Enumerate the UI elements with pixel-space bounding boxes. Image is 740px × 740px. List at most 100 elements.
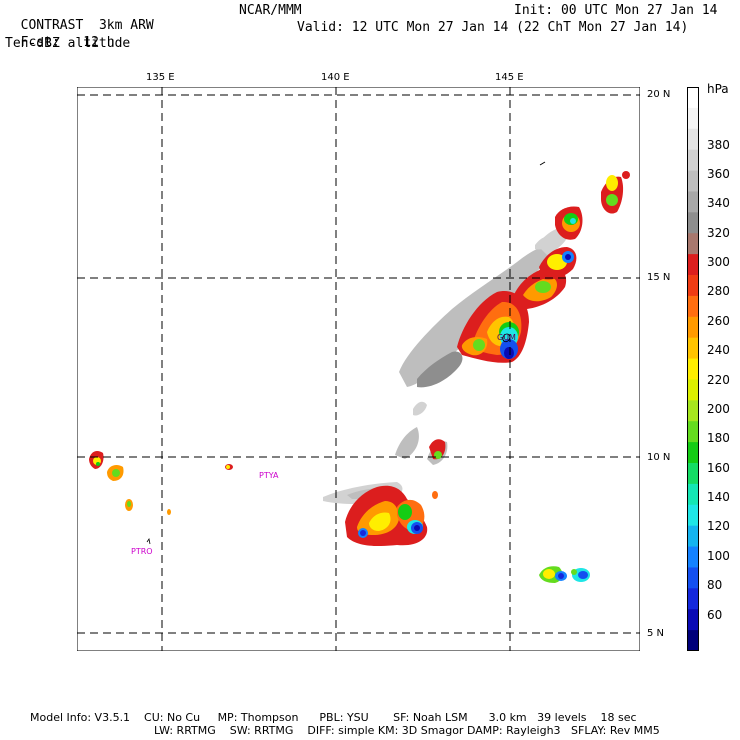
- cell-w3-green: [127, 501, 131, 507]
- center-name: NCAR/MMM: [239, 3, 302, 18]
- colorbar-label-100: 100: [707, 548, 730, 563]
- footer-model-info: Model Info: V3.5.1 CU: No Cu MP: Thompso…: [30, 711, 637, 724]
- grey-patch-mid2: [413, 401, 427, 416]
- colorbar-swatch: [687, 442, 699, 464]
- colorbar-swatch: [687, 609, 699, 631]
- colorbar-swatch: [687, 567, 699, 589]
- lon-label-140: 140 E: [321, 72, 350, 83]
- cell-w5-yellow: [226, 465, 230, 469]
- fcst-value: 12 h: [83, 35, 115, 50]
- cell-nm4-top: [622, 171, 630, 179]
- lon-label-145: 145 E: [495, 72, 524, 83]
- cell-se2-green: [571, 569, 577, 575]
- model-name: 3km ARW: [98, 18, 154, 33]
- cell-nm-marker: [539, 161, 546, 166]
- colorbar-label-340: 340: [707, 196, 730, 211]
- colorbar-swatch: [687, 316, 699, 339]
- cell-mid-green: [434, 451, 442, 459]
- colorbar-label-160: 160: [707, 460, 730, 475]
- colorbar-swatch: [687, 483, 699, 506]
- cell-w4: [167, 509, 171, 515]
- storm-north-marianas: [513, 161, 630, 309]
- colorbar-label-260: 260: [707, 313, 730, 328]
- colorbar-label-240: 240: [707, 343, 730, 358]
- lat-label-15: 15 N: [647, 272, 671, 283]
- station-label-ptya: PTYA: [259, 471, 279, 480]
- cell-south-darkblue: [414, 525, 420, 531]
- cell-w1-green: [96, 462, 100, 466]
- footer-physics-info: LW: RRTMG SW: RRTMG DIFF: simple KM: 3D …: [154, 724, 660, 737]
- colorbar-swatch: [687, 421, 699, 443]
- colorbar-swatch: [687, 379, 699, 401]
- colorbar-swatch: [687, 546, 699, 568]
- colorbar-label-360: 360: [707, 166, 730, 181]
- cell-nm2-yellow: [547, 254, 567, 270]
- colorbar-swatch: [687, 588, 699, 610]
- cell-mid-small: [432, 491, 438, 499]
- colorbar-label-60: 60: [707, 607, 723, 622]
- colorbar-swatch: [687, 254, 699, 276]
- colorbar-swatch: [687, 212, 699, 234]
- cell-w2-green: [112, 469, 120, 477]
- field-name: Ten-dBZ altitude: [5, 36, 131, 51]
- colorbar: [687, 87, 699, 651]
- cell-guam-darkblue: [504, 347, 514, 359]
- lat-label-10: 10 N: [647, 452, 671, 463]
- colorbar-label-80: 80: [707, 578, 723, 593]
- cell-nm1-green: [535, 281, 551, 293]
- colorbar-swatch: [687, 191, 699, 213]
- colorbar-swatch: [687, 358, 699, 380]
- colorbar-swatch: [687, 337, 699, 360]
- station-label-ptro: PTRO: [131, 547, 153, 556]
- colorbar-label-320: 320: [707, 225, 730, 240]
- storm-guam-cluster: [457, 291, 529, 363]
- cell-se1-yellow: [543, 569, 555, 579]
- radar-map: [77, 87, 640, 651]
- experiment-title: CONTRAST 3km ARW: [5, 3, 154, 33]
- cell-nm2-darkblue: [565, 254, 571, 260]
- experiment-name: CONTRAST: [20, 18, 84, 33]
- colorbar-border: [687, 87, 699, 651]
- colorbar-label-200: 200: [707, 401, 730, 416]
- grey-patch-mid: [395, 427, 419, 459]
- colorbar-swatch: [687, 463, 699, 485]
- lat-label-5: 5 N: [647, 628, 665, 639]
- colorbar-swatch: [687, 525, 699, 548]
- colorbar-swatch: [687, 630, 699, 651]
- lat-label-20: 20 N: [647, 89, 671, 100]
- cell-south-darkblue-west: [360, 530, 366, 536]
- init-time: Init: 00 UTC Mon 27 Jan 14: [514, 3, 718, 18]
- valid-time: Valid: 12 UTC Mon 27 Jan 14 (22 ChT Mon …: [297, 20, 689, 35]
- colorbar-swatch: [687, 87, 699, 109]
- colorbar-swatch: [687, 275, 699, 297]
- cell-se2-blue: [578, 571, 588, 579]
- cell-guam-west-green: [473, 339, 485, 351]
- cell-nm4-yellow: [606, 175, 618, 191]
- station-label-gum: GUM: [497, 333, 516, 342]
- storm-south-cluster: [345, 485, 428, 547]
- lon-label-135: 135 E: [146, 72, 175, 83]
- colorbar-swatch: [687, 170, 699, 192]
- colorbar-label-380: 380: [707, 137, 730, 152]
- grey-band-dark: [417, 351, 463, 388]
- storm-southeast-cells: [539, 566, 590, 583]
- colorbar-label-300: 300: [707, 255, 730, 269]
- colorbar-label-120: 120: [707, 519, 730, 534]
- colorbar-label-140: 140: [707, 490, 730, 504]
- colorbar-swatch: [687, 149, 699, 172]
- colorbar-label-220: 220: [707, 372, 730, 387]
- fcst-label: Fcst:: [20, 35, 60, 50]
- colorbar-unit: hPa: [707, 82, 729, 96]
- cell-south-green: [398, 504, 412, 520]
- colorbar-swatch: [687, 128, 699, 151]
- cell-nm-grey-tail: [535, 237, 551, 250]
- cell-se1-darkblue: [558, 573, 564, 579]
- cell-nm4-green: [606, 194, 618, 206]
- forecast-hour: Fcst: 12 h: [5, 20, 115, 50]
- graticule: [77, 87, 640, 651]
- colorbar-swatch: [687, 295, 699, 318]
- colorbar-label-280: 280: [707, 284, 730, 299]
- cell-south-yellow: [369, 512, 391, 531]
- storm-mid-cell: [427, 439, 448, 499]
- island-ptro-outline: [146, 537, 151, 545]
